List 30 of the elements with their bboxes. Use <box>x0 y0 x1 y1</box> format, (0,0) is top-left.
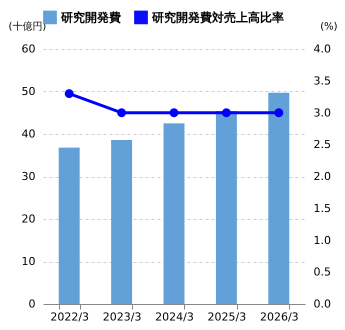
y-tick-label: 20 <box>22 212 36 226</box>
y2-tick-label: 1.5 <box>314 202 331 215</box>
legend-label: 研究開発費 <box>60 10 121 24</box>
y-tick-label: 0 <box>28 298 36 310</box>
bar <box>111 140 132 304</box>
y-axis-title: (十億円) <box>8 20 46 32</box>
bar <box>216 111 237 304</box>
y2-tick-label: 2.0 <box>314 170 331 183</box>
y2-tick-label: 3.0 <box>314 106 331 120</box>
bar <box>268 92 290 304</box>
x-tick-label: 2023/3 <box>102 310 142 324</box>
y2-tick-label: 3.5 <box>314 74 331 88</box>
x-tick-label: 2026/3 <box>260 310 299 324</box>
y2-tick-label: 4.0 <box>314 42 331 56</box>
y-tick-label: 60 <box>22 42 36 56</box>
y-tick-label: 40 <box>22 128 36 140</box>
y2-tick-label: 0.0 <box>314 298 331 310</box>
x-tick-label: 2022/3 <box>50 310 90 324</box>
x-tick-label: 2024/3 <box>155 310 194 324</box>
y2-tick-label: 0.5 <box>314 266 331 279</box>
bar <box>58 148 80 304</box>
y-tick-label: 30 <box>22 170 36 183</box>
y2-axis-title: (%) <box>320 22 338 32</box>
x-tick-label: 2025/3 <box>208 310 246 324</box>
y2-tick-label: 1.0 <box>314 234 331 247</box>
y2-tick-label: 2.5 <box>314 138 331 152</box>
bar <box>164 123 184 304</box>
legend-label: 研究開発費対売上高比率 <box>151 10 284 24</box>
y-tick-label: 50 <box>22 85 36 98</box>
y-tick-label: 10 <box>22 255 36 268</box>
